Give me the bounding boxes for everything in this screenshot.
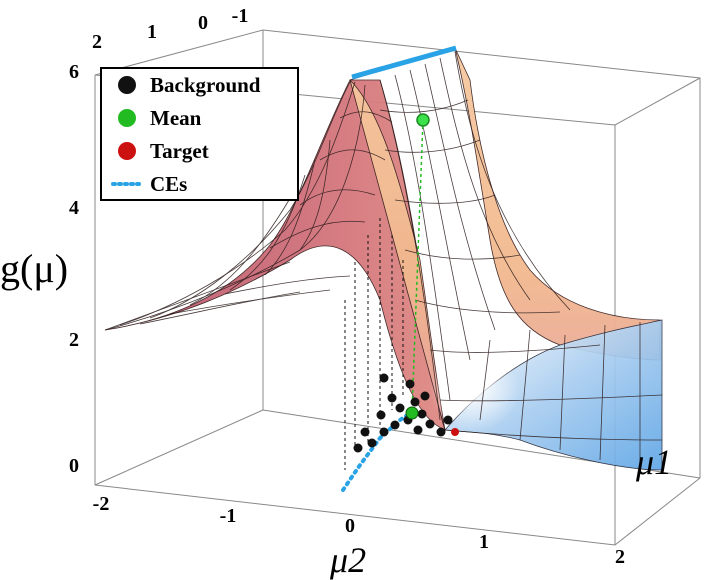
legend-label: CEs (150, 172, 187, 196)
mu2-back-tick: 1 (147, 21, 157, 43)
z-axis-ticks: 0 2 4 6 (69, 61, 79, 477)
mu2-back-tick: 0 (198, 12, 208, 34)
ces-floor-line (341, 410, 414, 492)
mu2-front-tick: 1 (479, 531, 489, 553)
background-point (405, 379, 415, 389)
mu2-front-ticks: -2 -1 0 1 2 (93, 493, 625, 568)
background-point (379, 373, 389, 383)
y-axis-label: μ2 (329, 540, 366, 580)
surface (104, 47, 663, 471)
background-point (425, 419, 435, 429)
background-point (360, 427, 370, 437)
background-point (367, 438, 377, 448)
background-point (376, 410, 386, 420)
surface-ridge (349, 47, 661, 431)
background-point (413, 425, 423, 435)
legend-label: Target (150, 139, 209, 163)
mu2-front-tick: -1 (220, 505, 237, 527)
surface-right-basin (444, 319, 663, 471)
ces-top-line (351, 45, 457, 80)
z-tick: 4 (69, 197, 79, 219)
legend-marker-background (118, 76, 136, 94)
background-point (390, 420, 400, 430)
background-point (436, 427, 446, 437)
background-point (417, 409, 427, 419)
background-points (353, 373, 453, 453)
legend-marker-target (118, 142, 136, 160)
background-point (410, 397, 420, 407)
legend-label: Mean (150, 106, 202, 130)
mu2-back-tick: -1 (232, 5, 249, 27)
mu2-front-tick: 0 (345, 515, 355, 537)
drop-lines (344, 218, 404, 470)
background-point (420, 391, 430, 401)
legend-marker-mean (118, 109, 136, 127)
mean-drop-line (411, 119, 424, 413)
background-point (353, 443, 363, 453)
legend: Background Mean Target CEs (100, 67, 299, 201)
z-tick: 6 (69, 61, 79, 83)
z-tick: 2 (69, 329, 79, 351)
x-axis-label: μ1 (635, 442, 672, 482)
z-tick: 0 (69, 455, 79, 477)
mu2-front-tick: -2 (93, 493, 110, 515)
legend-label: Background (150, 73, 261, 97)
mu2-back-tick: 2 (92, 31, 102, 53)
background-point (387, 393, 397, 403)
z-axis-label: g(μ) (0, 246, 68, 291)
mu2-back-ticks: 2 1 0 -1 (92, 5, 248, 53)
target-point (451, 428, 459, 436)
background-point (379, 427, 389, 437)
background-point (395, 403, 405, 413)
background-point (443, 415, 453, 425)
mu2-front-tick: 2 (615, 546, 625, 568)
mean-point-surface (416, 113, 430, 127)
mean-point (405, 406, 419, 420)
